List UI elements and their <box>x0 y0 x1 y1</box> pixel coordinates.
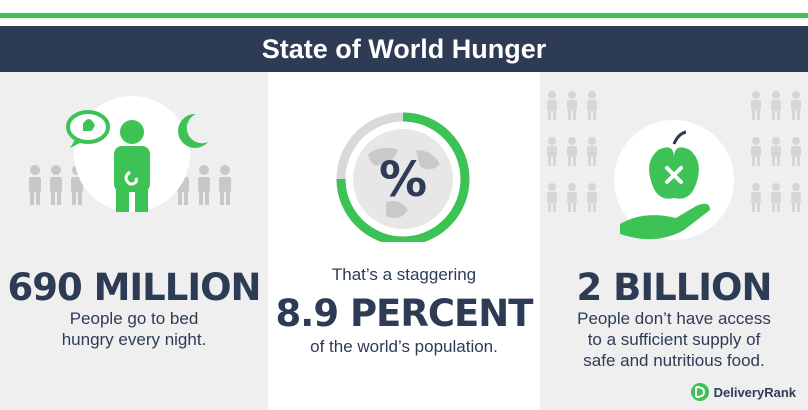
stomach-mark <box>124 170 138 186</box>
moon-icon <box>178 113 208 148</box>
apple-stem <box>672 130 687 145</box>
apple-in-hand-icon <box>547 91 801 240</box>
progress-arc <box>336 112 470 242</box>
top-accent-line <box>0 13 808 18</box>
person-figure <box>114 120 150 212</box>
title-banner: State of World Hunger <box>0 26 808 72</box>
panel-hungry-people: 690 MILLION People go to bed hungry ever… <box>0 72 268 410</box>
hungry-person-icon <box>29 96 231 212</box>
percent-globe-icon: % <box>336 112 470 242</box>
panel2-text: of the world’s population. <box>310 337 498 356</box>
page-title: State of World Hunger <box>261 34 547 64</box>
brand-name: DeliveryRank <box>713 384 796 400</box>
headline-2-billion: 2 BILLION <box>576 266 773 309</box>
deliveryrank-logo-icon <box>690 383 709 401</box>
hand <box>620 203 710 240</box>
panel-two-billion: 2 BILLION People don’t have access to a … <box>540 72 808 410</box>
panel3-line3: safe and nutritious food. <box>583 351 765 370</box>
background-people-grid <box>547 91 801 212</box>
panel2-intro: That’s a staggering <box>331 265 477 284</box>
panel-percent: % That’s a staggering 8.9 PERCENT of the… <box>268 72 540 410</box>
panel3-line2: to a sufficient supply of <box>587 330 761 349</box>
x-mark <box>665 166 683 184</box>
brand-logo: DeliveryRank <box>690 382 796 402</box>
speech-bubble-icon <box>66 110 110 148</box>
panel1-line1: People go to bed <box>69 309 199 328</box>
percent-symbol: % <box>379 152 427 208</box>
headline-8-9-percent: 8.9 PERCENT <box>275 292 534 335</box>
panel3-line1: People don’t have access <box>577 309 771 328</box>
panel1-line2: hungry every night. <box>61 330 207 349</box>
headline-690-million: 690 MILLION <box>7 266 261 309</box>
